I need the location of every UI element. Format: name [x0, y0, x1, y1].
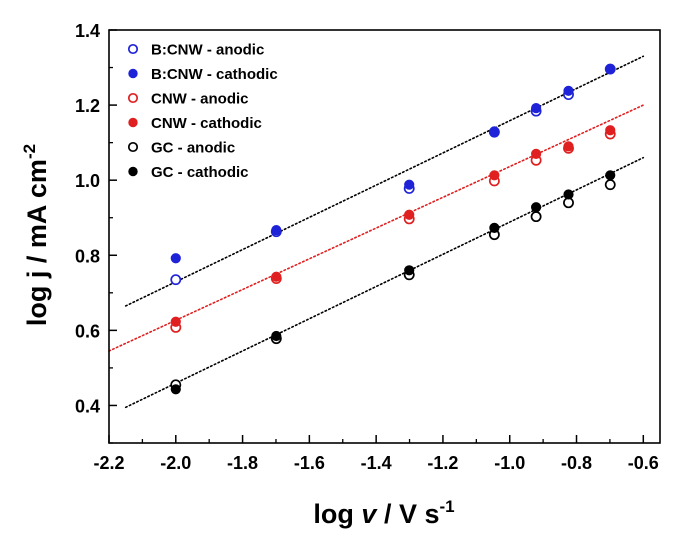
legend-label: GC - anodic [151, 140, 235, 157]
series-gc-anodic [170, 179, 616, 391]
point-gc-cathodic [563, 189, 574, 200]
y-tick-label: 1.0 [75, 171, 100, 191]
y-tick-label: 0.8 [75, 246, 100, 266]
legend-label: B:CNW - anodic [151, 42, 264, 59]
legend-label: CNW - cathodic [151, 115, 262, 132]
point-b-cnw-cathodic [531, 102, 542, 114]
x-tick-label: -2.2 [93, 453, 124, 473]
y-axis-title-main: log j / mA cm [22, 159, 52, 326]
x-tick-label: -0.8 [561, 453, 592, 473]
fit-line-3 [124, 156, 645, 409]
point-gc-cathodic [531, 202, 542, 213]
point-cnw-cathodic [563, 141, 574, 152]
x-axis-title-variable: v [361, 499, 378, 529]
y-axis-title-exponent: -2 [20, 144, 39, 159]
x-axis-title: log v / V s-1 [313, 497, 454, 529]
point-cnw-cathodic [531, 148, 542, 159]
x-tick-label: -2.0 [160, 453, 191, 473]
legend-marker-gc-cathodic [128, 166, 138, 177]
point-gc-cathodic [489, 222, 500, 233]
series-gc-cathodic [170, 170, 616, 395]
legend-marker-gc-anodic [127, 141, 139, 153]
point-gc-cathodic [271, 330, 282, 342]
y-tick-label: 1.4 [75, 21, 100, 41]
point-cnw-cathodic [404, 209, 415, 220]
point-cnw-cathodic [605, 125, 616, 136]
point-b-cnw-anodic [170, 274, 182, 286]
y-tick-label: 1.2 [75, 96, 100, 116]
data-points [170, 63, 616, 395]
point-cnw-cathodic [489, 170, 500, 181]
legend-marker-cnw-anodic [127, 92, 139, 104]
series-cnw-cathodic [170, 125, 616, 327]
x-tick-label: -1.0 [494, 453, 525, 473]
point-b-cnw-cathodic [404, 179, 415, 190]
legend: B:CNW - anodic B:CNW - cathodic CNW - anod… [127, 42, 278, 181]
point-gc-anodic [530, 211, 542, 223]
fit-line-2 [108, 104, 645, 352]
x-tick-label: -1.6 [294, 453, 325, 473]
point-b-cnw-cathodic [563, 85, 574, 96]
point-gc-cathodic [605, 170, 616, 181]
axes [108, 29, 661, 444]
y-axis-title: log j / mA cm-2 [20, 144, 52, 326]
point-b-cnw-cathodic [605, 63, 616, 75]
legend-label: GC - cathodic [151, 164, 249, 181]
plot-frame [108, 29, 661, 444]
point-cnw-cathodic [170, 316, 181, 327]
x-axis-title-exponent: -1 [439, 497, 454, 516]
y-tick-label: 0.4 [75, 396, 100, 416]
point-b-cnw-cathodic [170, 253, 181, 264]
x-axis-title-unit: / V s [376, 499, 439, 529]
legend-label: CNW - anodic [151, 91, 249, 108]
point-gc-anodic [604, 179, 616, 191]
legend-marker-cnw-cathodic [128, 117, 138, 128]
y-tick-label: 0.6 [75, 321, 100, 341]
point-b-cnw-cathodic [271, 225, 282, 236]
x-axis-title-prefix: log [313, 499, 361, 529]
axis-ticks: -2.2 -2.0 -1.8 -1.6 -1.4 -1.2 -1.0 -0.8 -0.6 0.4 0… [75, 21, 659, 473]
series-cnw-anodic [170, 128, 616, 333]
fit-lines [108, 55, 645, 409]
point-cnw-cathodic [271, 271, 282, 282]
point-gc-cathodic [404, 265, 415, 276]
x-tick-label: -0.6 [628, 453, 659, 473]
legend-marker-b-cnw-anodic [127, 43, 139, 55]
x-tick-label: -1.2 [427, 453, 458, 473]
x-tick-label: -1.4 [361, 453, 392, 473]
point-b-cnw-cathodic [489, 126, 500, 137]
point-gc-cathodic [170, 384, 181, 395]
x-tick-label: -1.8 [227, 453, 258, 473]
series-b-cnw-cathodic [170, 63, 616, 264]
legend-marker-b-cnw-cathodic [128, 68, 138, 79]
fit-line-1 [124, 55, 645, 307]
legend-label: B:CNW - cathodic [151, 66, 278, 83]
